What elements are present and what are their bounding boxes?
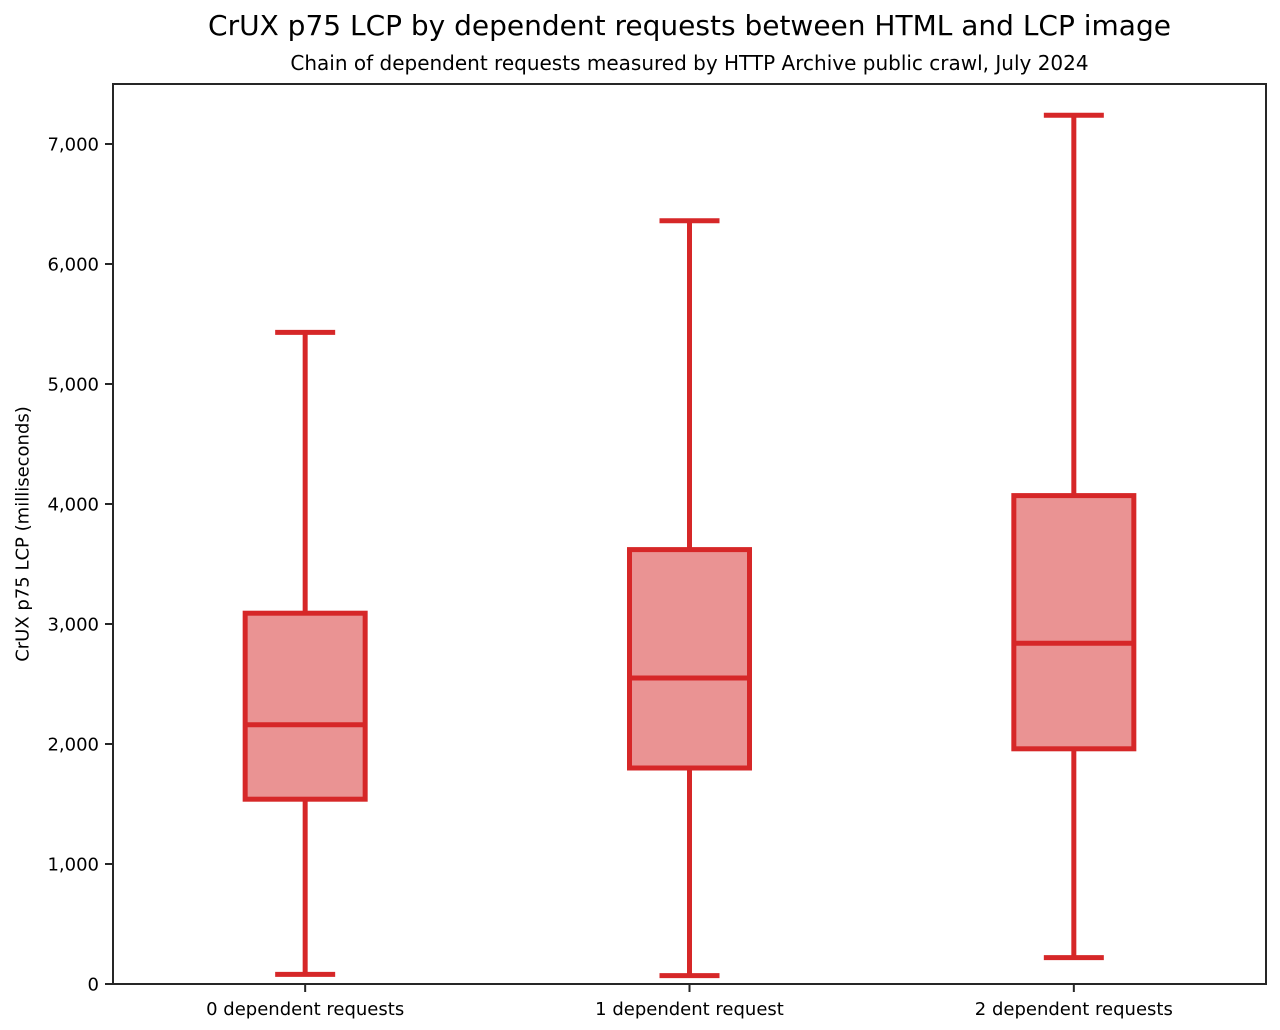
y-tick-label: 5,000 <box>47 375 99 396</box>
x-category-label: 0 dependent requests <box>206 999 404 1020</box>
box-0-dependent-requests-iqr <box>242 610 368 802</box>
y-tick-label: 7,000 <box>47 135 99 156</box>
y-tick-label: 2,000 <box>47 735 99 756</box>
y-tick-label: 1,000 <box>47 855 99 876</box>
chart-title: CrUX p75 LCP by dependent requests betwe… <box>208 9 1171 42</box>
y-tick-label: 4,000 <box>47 495 99 516</box>
x-category-label: 1 dependent request <box>595 999 784 1020</box>
y-tick-label: 6,000 <box>47 255 99 276</box>
box-1-dependent-request-iqr <box>627 547 752 771</box>
y-tick-label: 3,000 <box>47 615 99 636</box>
x-category-label: 2 dependent requests <box>975 999 1173 1020</box>
box-2-dependent-requests-iqr <box>1011 493 1137 752</box>
chart-subtitle: Chain of dependent requests measured by … <box>290 51 1089 75</box>
y-tick-label: 0 <box>88 975 99 996</box>
